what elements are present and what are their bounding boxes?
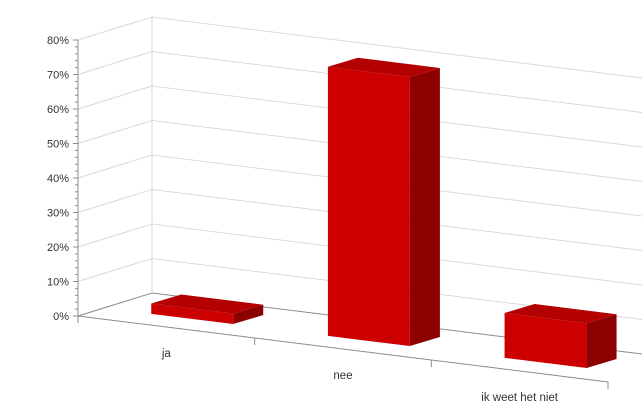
y-tick-label: 40% xyxy=(47,173,69,185)
y-tick-label: 60% xyxy=(47,104,69,116)
y-tick-label: 10% xyxy=(47,277,69,289)
bar-side-face xyxy=(409,67,440,347)
axes xyxy=(77,17,609,389)
bar-front-face xyxy=(327,66,410,347)
x-axis-line xyxy=(77,315,609,383)
bar-front-face xyxy=(504,312,587,369)
y-tick-label: 30% xyxy=(47,208,69,220)
bar-front-face xyxy=(151,303,234,325)
x-category-label: nee xyxy=(333,370,352,382)
bar xyxy=(151,294,264,325)
y-tick-label: 0% xyxy=(53,311,69,323)
y-tick-label: 70% xyxy=(47,70,69,82)
x-category-label: ik weet het niet xyxy=(481,392,559,404)
x-category-label: ja xyxy=(161,348,172,360)
bar-top-face xyxy=(327,57,440,77)
x-axis-labels: ja nee ik weet het niet xyxy=(161,348,559,404)
y-tick-label: 50% xyxy=(47,139,69,151)
y-tick-label: 80% xyxy=(47,35,69,47)
bar xyxy=(504,303,617,369)
bar-top-face xyxy=(504,303,617,324)
y-axis-ticks: 0% 10% 20% 30% 40% 50% 60% 70% 80% xyxy=(47,35,78,323)
bar-side-face xyxy=(586,314,617,369)
y-tick-label: 20% xyxy=(47,242,69,254)
bar-side-face xyxy=(233,304,264,325)
bars xyxy=(151,57,617,369)
bar xyxy=(327,57,440,347)
bar-top-face xyxy=(151,294,264,314)
